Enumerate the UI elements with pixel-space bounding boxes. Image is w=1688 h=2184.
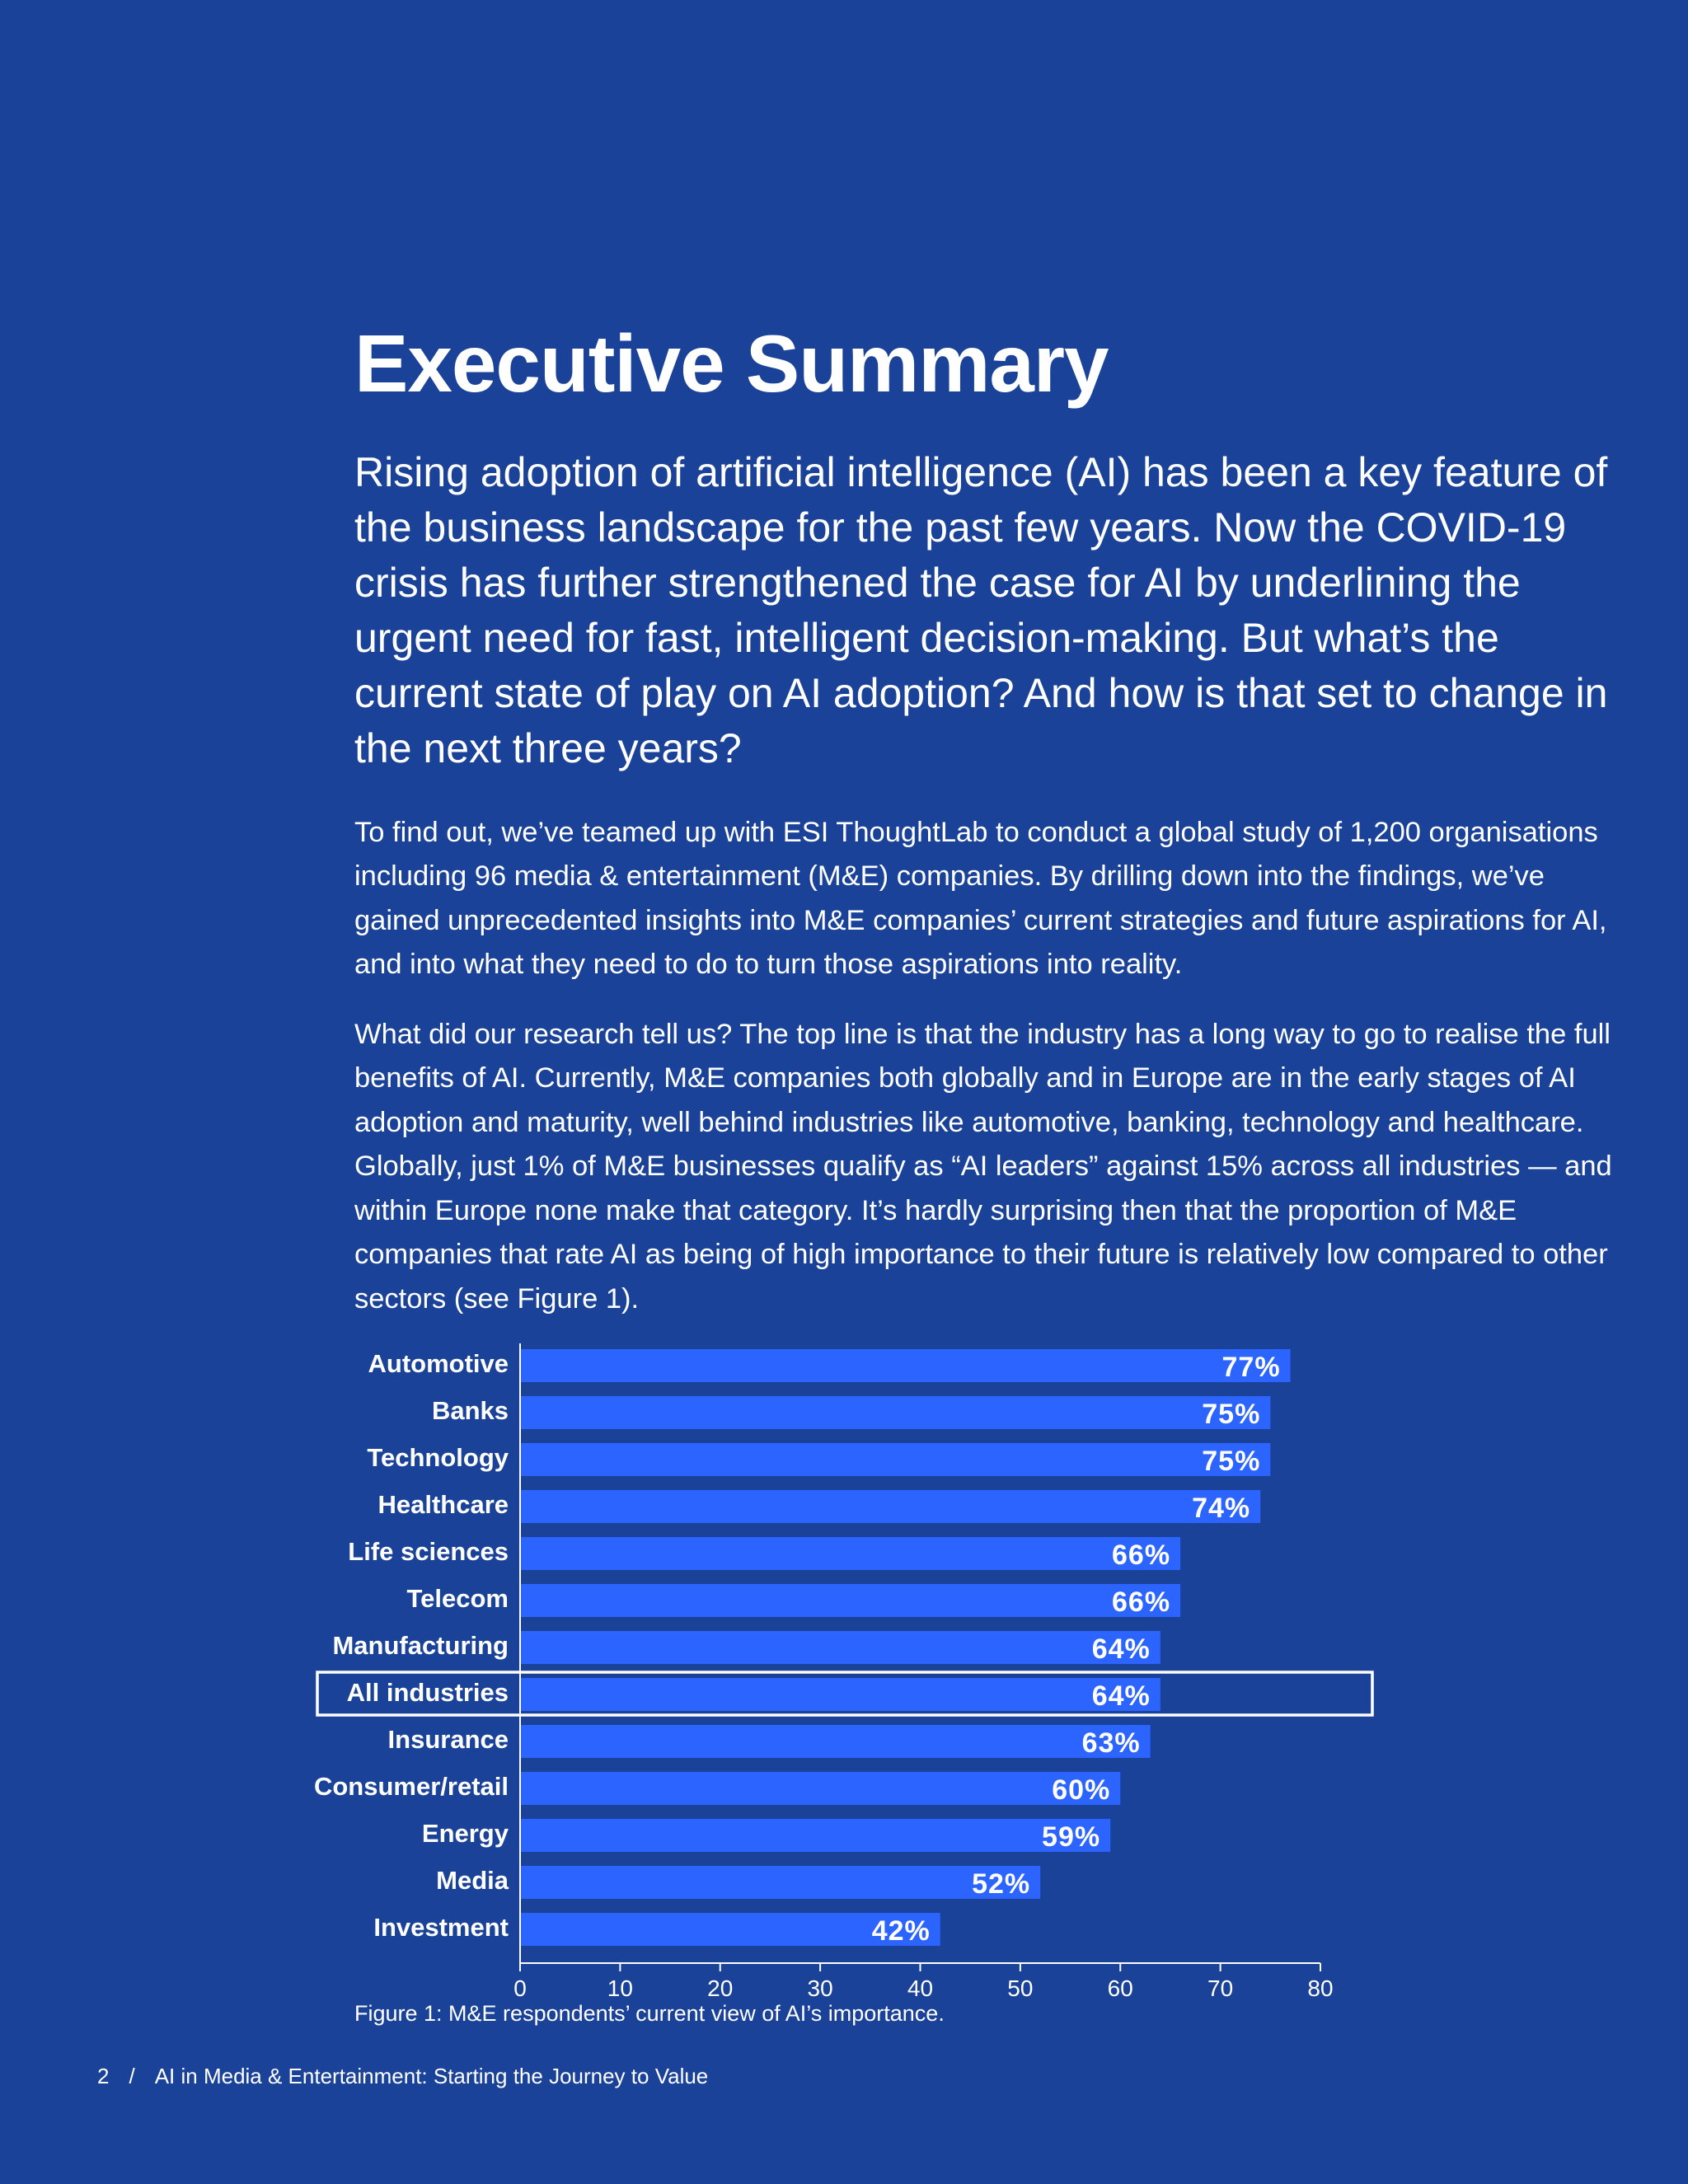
value-label: 75% — [1202, 1446, 1260, 1477]
figure-caption: Figure 1: M&E respondents’ current view … — [354, 2001, 945, 2026]
category-label: Media — [436, 1866, 509, 1895]
bar-insurance — [520, 1725, 1151, 1758]
bar-telecom — [520, 1584, 1181, 1617]
main-content: Executive Summary Rising adoption of art… — [354, 317, 1624, 1321]
category-label: Consumer/retail — [314, 1772, 509, 1801]
x-tick-label: 80 — [1307, 1975, 1333, 2001]
category-label: Manufacturing — [332, 1631, 509, 1660]
bar-automotive — [520, 1349, 1291, 1382]
category-label: Insurance — [388, 1725, 509, 1754]
category-label: Telecom — [407, 1584, 509, 1613]
bar-banks — [520, 1396, 1271, 1429]
highlight-box — [316, 1671, 1374, 1717]
category-label: Technology — [367, 1443, 509, 1472]
value-label: 64% — [1092, 1680, 1151, 1712]
category-label: Banks — [432, 1396, 509, 1425]
value-label: 52% — [972, 1868, 1030, 1900]
x-tick-label: 60 — [1108, 1975, 1133, 2001]
value-label: 63% — [1082, 1727, 1141, 1759]
value-label: 66% — [1112, 1586, 1170, 1618]
value-label: 66% — [1112, 1540, 1170, 1571]
category-label: Automotive — [368, 1349, 509, 1378]
category-label: Investment — [373, 1913, 509, 1942]
value-label: 64% — [1092, 1633, 1151, 1665]
value-label: 75% — [1202, 1399, 1260, 1430]
value-label: 77% — [1222, 1352, 1281, 1383]
lede-paragraph: Rising adoption of artificial intelligen… — [354, 448, 1608, 771]
value-label: 60% — [1052, 1774, 1110, 1806]
industry-importance-bar-chart: Automotive 77% Banks 75% Technology 75% Health… — [314, 1343, 1374, 2001]
page-title: Executive Summary — [354, 318, 1109, 409]
x-tick-label: 30 — [808, 1975, 833, 2001]
footer-separator: / — [129, 2064, 135, 2088]
bar-consumer-retail — [520, 1772, 1121, 1805]
category-label: All industries — [347, 1678, 509, 1707]
bar-media — [520, 1866, 1041, 1899]
page-footer: 2 / AI in Media & Entertainment: Starting … — [97, 2064, 708, 2089]
page-number: 2 — [97, 2064, 110, 2088]
bar-all-industries — [520, 1678, 1160, 1711]
x-tick-label: 10 — [607, 1975, 633, 2001]
category-label: Healthcare — [377, 1490, 509, 1519]
body-paragraph-2: What did our research tell us? The top l… — [354, 1018, 1612, 1315]
category-label: Life sciences — [348, 1537, 509, 1566]
x-tick-label: 20 — [707, 1975, 733, 2001]
body-paragraph-1: To find out, we’ve teamed up with ESI Th… — [354, 816, 1607, 981]
x-tick-label: 40 — [907, 1975, 933, 2001]
x-tick-label: 0 — [513, 1975, 527, 2001]
x-tick-label: 50 — [1007, 1975, 1033, 2001]
bar-technology — [520, 1443, 1271, 1476]
bar-investment — [520, 1913, 940, 1946]
bar-healthcare — [520, 1490, 1261, 1523]
bar-life-sciences — [520, 1537, 1181, 1570]
publication-title: AI in Media & Entertainment: Starting th… — [154, 2064, 709, 2088]
value-label: 74% — [1192, 1493, 1250, 1524]
category-label: Energy — [422, 1819, 509, 1848]
value-label: 59% — [1042, 1821, 1100, 1853]
x-tick-label: 70 — [1207, 1975, 1233, 2001]
value-label: 42% — [872, 1915, 931, 1947]
bar-manufacturing — [520, 1631, 1160, 1664]
bar-energy — [520, 1819, 1111, 1852]
